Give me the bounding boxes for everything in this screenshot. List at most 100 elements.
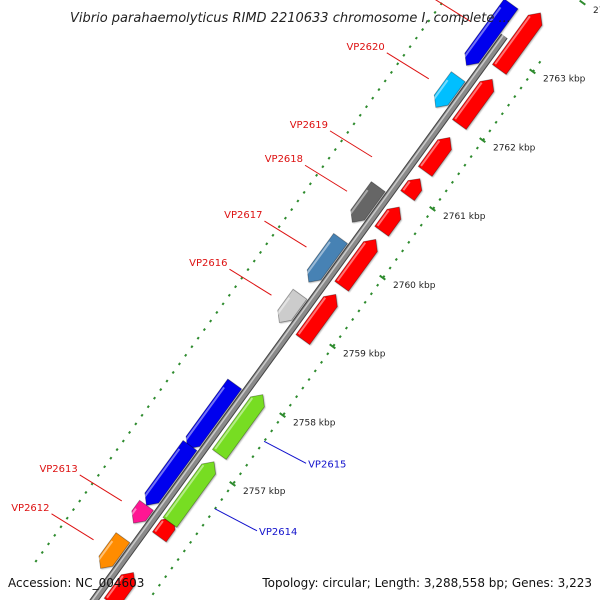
gene-label-VP2619[interactable]: VP2619 (290, 120, 328, 131)
gene-arrow-companion-highlight (454, 82, 483, 120)
scale-tick (379, 274, 386, 281)
scale-tick-label: 2759 kbp (343, 350, 386, 360)
gene-label-VP2614[interactable]: VP2614 (259, 527, 297, 538)
gene-label-leader (214, 508, 258, 532)
tick-dot-0 (46, 542, 51, 546)
gene-label-VP2617[interactable]: VP2617 (224, 210, 262, 221)
tick-dot-0 (246, 268, 250, 272)
scale-tick-label: 2763 kbp (543, 75, 586, 85)
tick-dot-1 (170, 566, 174, 570)
gene-label-leader (263, 440, 307, 464)
gene-label-leader (435, 0, 471, 22)
scale-tick-label: 2760 kbp (393, 281, 436, 291)
tick-dot-1 (500, 112, 504, 116)
gene-arrow-companion[interactable] (103, 572, 136, 600)
gene-label-VP2613[interactable]: VP2613 (39, 464, 77, 475)
scale-ticks: 2757 kbp 2758 kbp 2759 kbp 2760 kbp 2761 kbp… (229, 0, 600, 497)
tick-dot-0 (184, 353, 188, 357)
gene-arrow-companion-highlight (154, 520, 164, 533)
tick-dot-1 (369, 292, 373, 296)
tick-dot-0 (152, 396, 157, 400)
gene-label-leader (386, 52, 430, 80)
scale-tick (479, 137, 486, 144)
tick-dot-1 (419, 223, 423, 227)
tick-dot-1 (226, 489, 230, 493)
gene-arrow-VP2614[interactable] (162, 461, 217, 528)
gene-arrow-VP2612[interactable] (98, 532, 131, 569)
gene-arrow-VP2621[interactable] (464, 0, 519, 66)
gene-label-VP2618[interactable]: VP2618 (265, 154, 303, 165)
gene-arrow-companion-highlight (376, 209, 390, 227)
tick-dot-1 (463, 163, 467, 167)
tick-dot-1 (195, 532, 199, 536)
gene-arrow-VP2620-highlight (430, 79, 449, 103)
tick-dot-0 (252, 259, 256, 263)
tick-dot-0 (346, 130, 350, 134)
gene-label-VP2616[interactable]: VP2616 (189, 258, 227, 269)
tick-dot-1 (164, 575, 168, 579)
gene-arrow-VP2615[interactable] (211, 394, 265, 461)
gene-arrow-VP2617[interactable] (306, 232, 348, 283)
tick-dot-0 (177, 362, 181, 366)
tick-dot-1 (319, 360, 324, 364)
tick-dot-1 (525, 77, 529, 82)
tick-dot-1 (469, 155, 473, 159)
gene-arrow-companion-highlight (297, 297, 327, 335)
gene-arrow-companion-highlight (420, 140, 441, 167)
gene-arrow-companion[interactable] (374, 206, 402, 237)
gene-arrow-companion[interactable] (295, 293, 338, 346)
tick-dot-1 (457, 172, 461, 176)
gene-label-leader (229, 268, 272, 296)
tick-dot-1 (207, 515, 211, 519)
gene-arrow-companion-highlight (106, 575, 124, 599)
tick-dot-0 (221, 302, 225, 306)
tick-dot-1 (307, 377, 311, 382)
gene-arrow-VP2616[interactable] (277, 288, 308, 324)
tick-dot-0 (227, 293, 231, 297)
tick-dot-1 (488, 129, 492, 133)
tick-dot-1 (494, 120, 498, 124)
gene-arrow-VP2620[interactable] (433, 71, 466, 108)
gene-arrow-VP2613[interactable] (131, 499, 154, 524)
gene-label-VP2615[interactable]: VP2615 (308, 459, 346, 470)
tick-dot-0 (159, 388, 163, 392)
gene-label-VP2612[interactable]: VP2612 (11, 503, 49, 514)
tick-dot-1 (257, 446, 261, 450)
gene-arrow-VP2618[interactable] (350, 181, 386, 223)
tick-dot-1 (276, 420, 280, 424)
tick-dot-1 (425, 215, 430, 219)
tick-dot-0 (308, 182, 312, 186)
scale-tick (329, 343, 336, 350)
tick-dot-0 (258, 250, 263, 254)
tick-dot-1 (388, 266, 392, 270)
tick-dot-0 (171, 370, 175, 375)
tick-dot-1 (363, 300, 367, 304)
gene-arrow-VP2619[interactable] (400, 178, 423, 202)
tick-dot-0 (383, 79, 387, 83)
tick-dot-1 (157, 583, 161, 587)
map-title: Vibrio parahaemolyticus RIMD 2210633 chr… (70, 11, 511, 26)
tick-dot-1 (220, 497, 224, 502)
gene-arrow-blue[interactable] (144, 439, 198, 506)
tick-dot-1 (407, 240, 411, 244)
gene-arrow-companion[interactable] (491, 12, 543, 76)
tick-dot-1 (176, 557, 180, 562)
gene-arrow-VP2619-highlight (402, 181, 411, 191)
tick-dot-1 (394, 257, 398, 262)
tick-dot-0 (427, 19, 431, 23)
tick-dot-1 (263, 437, 267, 442)
gene-arrow-companion[interactable] (417, 136, 452, 177)
scale-tick (429, 206, 436, 212)
scale-tick (529, 68, 536, 75)
gene-arrow-VP2616-highlight (274, 297, 291, 318)
gene-label-VP2620[interactable]: VP2620 (346, 42, 384, 53)
tick-dot-1 (513, 95, 517, 99)
gene-arrow-companion[interactable] (334, 238, 378, 292)
tick-dot-1 (413, 232, 417, 236)
tick-dot-0 (371, 96, 375, 100)
gene-arrow-companion[interactable] (451, 78, 495, 131)
tick-dot-0 (296, 199, 300, 203)
scale-tick-label: 2758 kbp (293, 418, 336, 428)
tick-dot-0 (103, 465, 107, 469)
